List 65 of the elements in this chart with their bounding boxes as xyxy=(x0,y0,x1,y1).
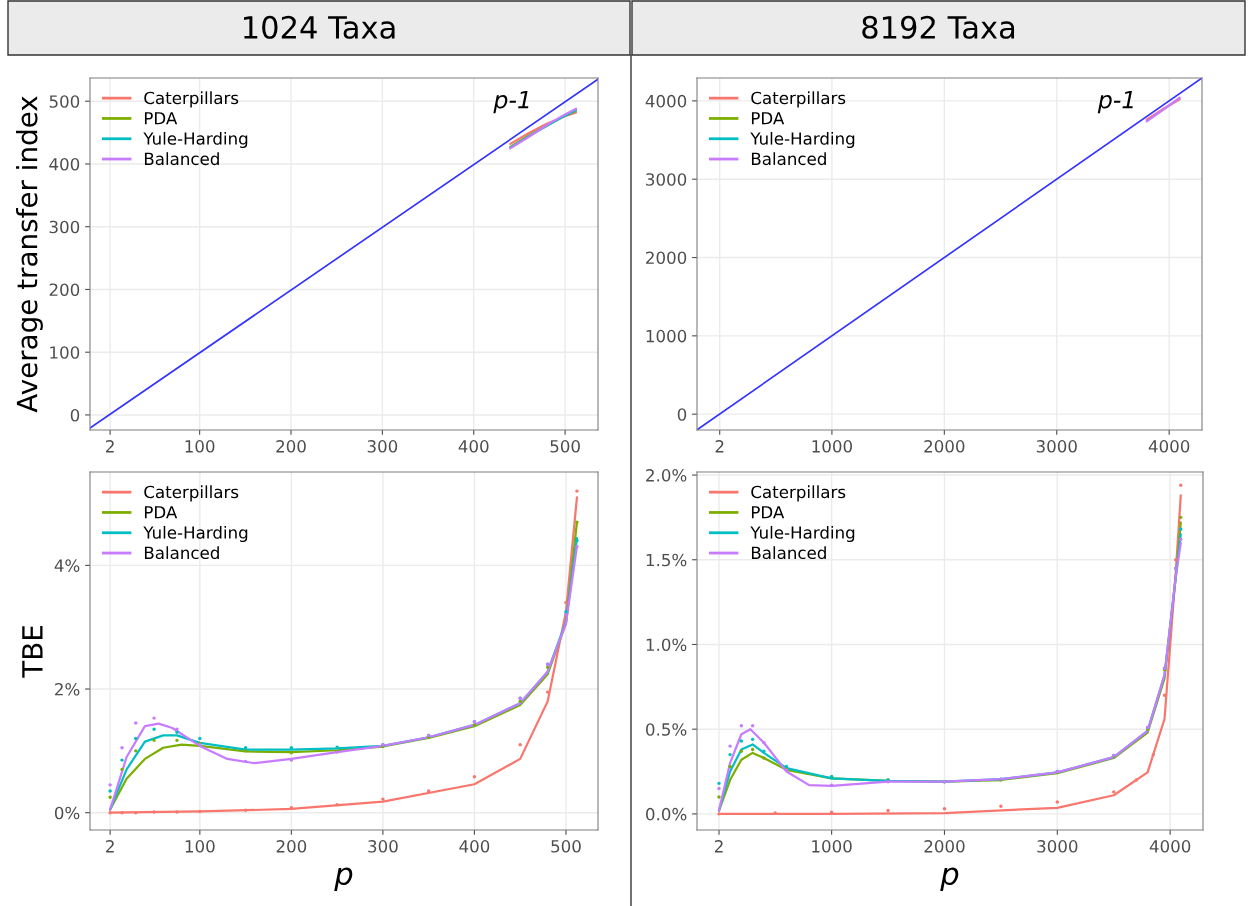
x-tick-label: 500 xyxy=(550,440,580,453)
y-tick-label: 4% xyxy=(54,559,80,572)
x-tick-label: 3000 xyxy=(1037,840,1078,853)
legend-label: Caterpillars xyxy=(144,485,239,502)
legend-label: PDA xyxy=(751,506,785,519)
y-axis-title: Average transfer index xyxy=(16,96,43,413)
legend-label: Caterpillars xyxy=(144,91,239,108)
y-tick-label: 0 xyxy=(677,408,687,421)
x-axis-title: p xyxy=(334,867,353,891)
x-tick-label: 2 xyxy=(106,840,114,853)
x-tick-label: 2 xyxy=(715,440,724,453)
y-tick-label: 1.5% xyxy=(646,553,687,567)
annotation: p-1 xyxy=(1097,91,1133,114)
legend-label: PDA xyxy=(144,112,178,125)
y-tick-label: 1.0% xyxy=(646,638,687,652)
y-tick-label: 0% xyxy=(54,806,80,820)
y-tick-label: 500 xyxy=(49,95,80,108)
x-tick-label: 2 xyxy=(714,840,723,853)
x-tick-label: 4000 xyxy=(1149,840,1191,853)
legend-label: Balanced xyxy=(751,546,826,560)
x-tick-label: 3000 xyxy=(1036,440,1077,453)
annotation: p-1 xyxy=(493,91,529,114)
y-tick-label: 100 xyxy=(50,346,80,359)
legend-label: PDA xyxy=(144,506,178,519)
chart-title: 8192 Taxa xyxy=(862,15,1015,39)
x-tick-label: 4000 xyxy=(1148,440,1190,453)
y-tick-label: 200 xyxy=(49,283,80,297)
legend-label: Balanced xyxy=(144,546,219,560)
x-tick-label: 2 xyxy=(106,440,114,453)
x-tick-label: 100 xyxy=(185,440,215,453)
x-tick-label: 100 xyxy=(185,840,215,853)
y-tick-label: 2% xyxy=(55,682,80,696)
x-tick-label: 2000 xyxy=(924,440,965,453)
legend-label: Caterpillars xyxy=(751,91,846,108)
x-tick-label: 400 xyxy=(458,440,489,453)
y-tick-label: 300 xyxy=(49,220,80,234)
x-tick-label: 1000 xyxy=(812,840,852,853)
y-axis-title: TBE xyxy=(22,625,43,678)
y-tick-label: 2.0% xyxy=(646,469,687,482)
legend-label: Balanced xyxy=(144,152,219,166)
legend-label: Yule-Harding xyxy=(750,525,855,543)
x-tick-label: 500 xyxy=(551,840,581,853)
y-tick-label: 400 xyxy=(49,157,80,171)
x-tick-label: 200 xyxy=(276,840,307,853)
y-tick-label: 0.0% xyxy=(646,807,687,821)
y-tick-label: 0.5% xyxy=(646,723,687,736)
y-tick-label: 1000 xyxy=(646,329,687,343)
x-tick-label: 200 xyxy=(276,440,306,453)
x-tick-label: 1000 xyxy=(812,440,853,453)
y-tick-label: 3000 xyxy=(646,173,687,186)
chart-title: 1024 Taxa xyxy=(244,15,395,39)
y-tick-label: 2000 xyxy=(646,251,687,265)
legend-label: Yule-Harding xyxy=(143,525,248,543)
x-tick-label: 400 xyxy=(459,840,490,853)
legend-label: PDA xyxy=(751,112,785,125)
x-tick-label: 300 xyxy=(368,840,398,853)
legend-label: Balanced xyxy=(751,152,826,166)
legend-label: Caterpillars xyxy=(751,485,846,502)
y-tick-label: 0 xyxy=(70,408,80,422)
legend-label: Yule-Harding xyxy=(143,131,248,149)
x-tick-label: 2000 xyxy=(924,840,965,853)
x-axis-title: p xyxy=(940,867,959,891)
x-tick-label: 300 xyxy=(367,440,398,453)
y-tick-label: 4000 xyxy=(645,94,687,108)
legend-label: Yule-Harding xyxy=(750,131,855,149)
